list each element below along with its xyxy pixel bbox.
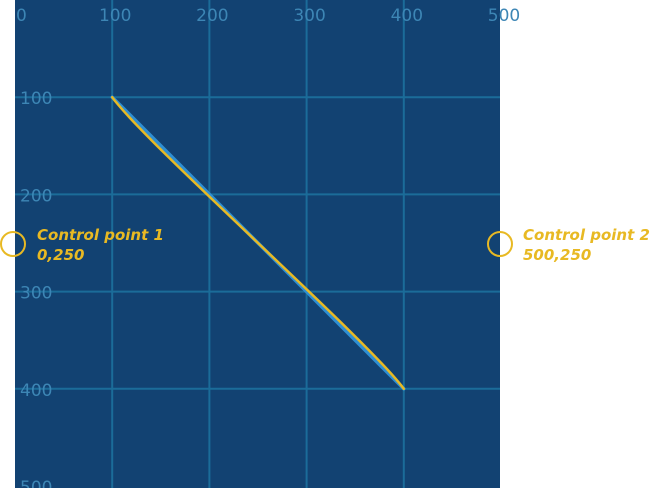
y-tick-label: 500	[20, 478, 52, 488]
grid-lines	[15, 0, 500, 488]
x-tick-label: 100	[99, 6, 131, 26]
tick-labels: 0 100 200 300 400 500 100 200 300 400 500	[16, 6, 520, 488]
control-point-2-value: 500,250	[523, 246, 591, 264]
y-tick-label: 300	[20, 284, 52, 304]
y-tick-label: 200	[20, 186, 52, 206]
control-point-1-value: 0,250	[37, 246, 84, 264]
bezier-curve	[110, 95, 406, 391]
y-tick-label: 100	[20, 89, 52, 109]
control-point-1-handle[interactable]	[0, 231, 26, 257]
x-tick-label: 400	[391, 6, 423, 26]
control-point-2-title: Control point 2	[523, 226, 650, 244]
x-tick-label: 300	[293, 6, 325, 26]
control-point-2[interactable]: Control point 2 500,250	[487, 226, 650, 264]
control-point-1-title: Control point 1	[37, 226, 164, 244]
control-point-2-handle[interactable]	[487, 231, 513, 257]
x-tick-label: 0	[16, 6, 27, 26]
x-tick-label: 500	[488, 6, 520, 26]
x-tick-label: 200	[196, 6, 228, 26]
y-tick-label: 400	[20, 381, 52, 401]
control-point-1[interactable]: Control point 1 0,250	[0, 226, 164, 264]
